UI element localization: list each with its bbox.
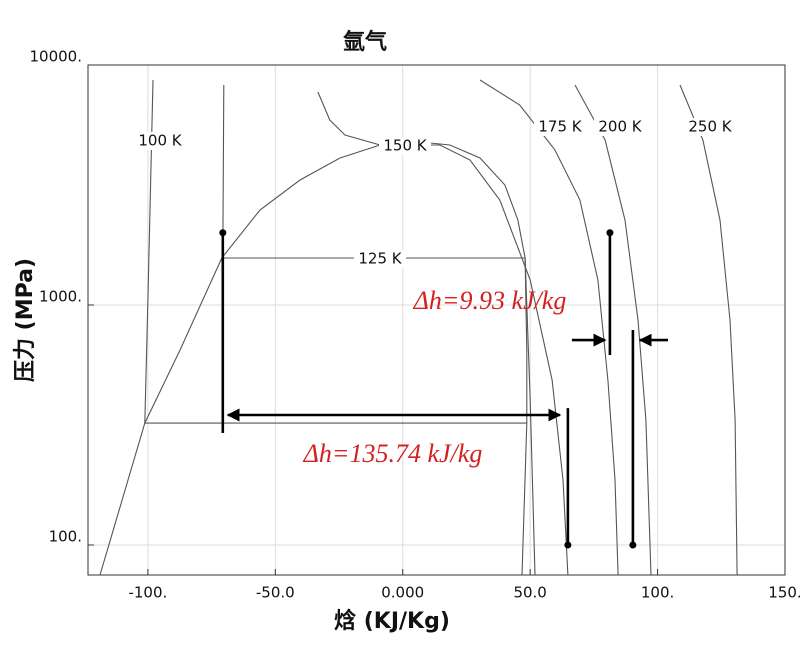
- y-tick-label: 1000.: [39, 288, 82, 306]
- plot-frame: [87, 64, 786, 576]
- x-tick-label: 0.000: [381, 584, 424, 602]
- point: [606, 229, 614, 237]
- label-background: [134, 132, 186, 150]
- isotherm-label: 125 K: [358, 250, 402, 268]
- x-axis-label: 焓 (KJ/Kg): [334, 608, 450, 634]
- point: [219, 229, 227, 237]
- annotation: Δh=9.93 kJ/kg: [413, 286, 567, 315]
- label-background: [594, 118, 646, 136]
- chart-title: 氩气: [343, 29, 387, 55]
- annotation: Δh=135.74 kJ/kg: [303, 439, 483, 468]
- label-background: [534, 118, 586, 136]
- y-tick-label: 10000.: [30, 48, 83, 66]
- isotherm-label: 250 K: [688, 118, 732, 136]
- y-axis-label: 压力 (MPa): [13, 258, 38, 382]
- isotherm: [222, 84, 536, 576]
- x-tick-label: 150.: [768, 584, 801, 602]
- isotherm-label: 200 K: [598, 118, 642, 136]
- label-background: [354, 250, 406, 268]
- isotherm-label: 100 K: [138, 132, 182, 150]
- isotherm-label: 150 K: [383, 137, 427, 155]
- label-background: [379, 137, 431, 155]
- isotherm-label: 175 K: [538, 118, 582, 136]
- label-background: [684, 118, 736, 136]
- point: [564, 541, 572, 549]
- plot-area: 100 K 125 K 150 K 175 K 200 K 250 K: [99, 79, 738, 576]
- x-tick-label: 100.: [641, 584, 674, 602]
- isotherm: [479, 79, 619, 576]
- point: [629, 541, 637, 549]
- x-tick-label: -50.0: [256, 584, 295, 602]
- x-tick-label: -100.: [128, 584, 167, 602]
- isotherm: [144, 79, 528, 576]
- x-tick-label: 50.0: [513, 584, 546, 602]
- y-tick-label: 100.: [49, 528, 82, 546]
